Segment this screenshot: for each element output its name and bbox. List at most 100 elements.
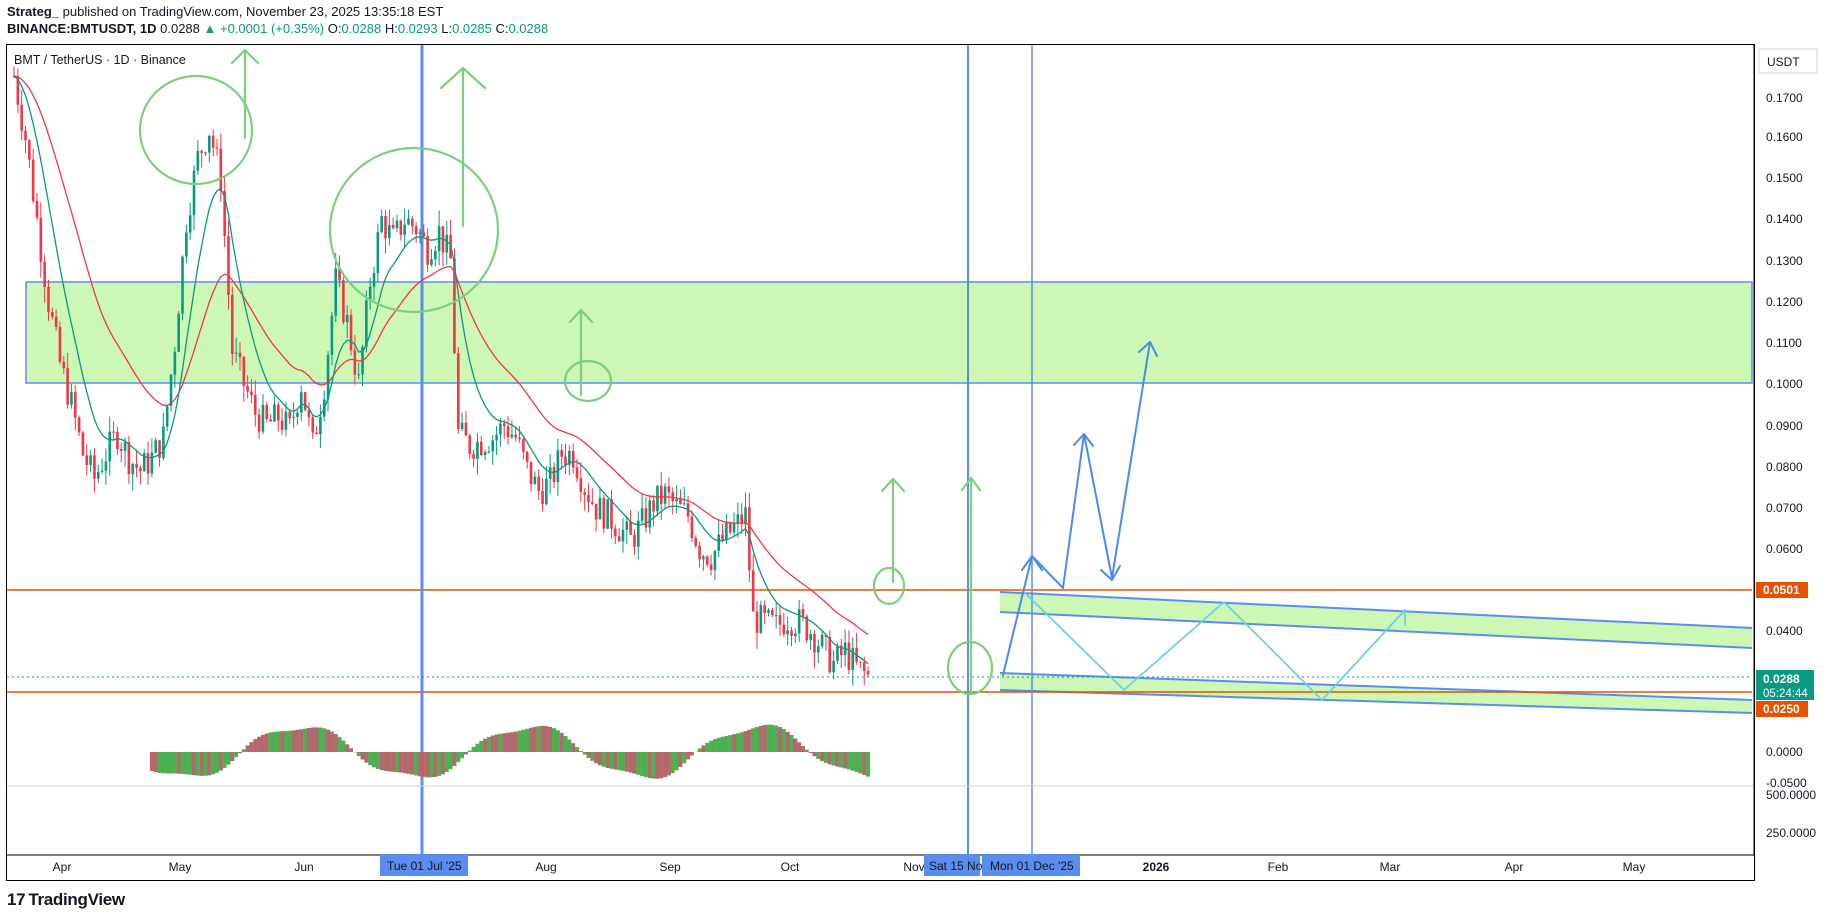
oscillator-bar bbox=[605, 752, 610, 768]
badge-lower-text: 0.0250 bbox=[1763, 702, 1800, 716]
candle-body bbox=[303, 392, 307, 411]
candle-body bbox=[682, 503, 686, 505]
candle-body bbox=[847, 642, 851, 670]
oscillator-bar bbox=[509, 732, 514, 752]
badge-lower bbox=[1756, 701, 1808, 717]
candle-body bbox=[541, 490, 544, 505]
candle-body bbox=[652, 500, 655, 512]
annotations bbox=[138, 48, 994, 696]
oscillator-bar bbox=[843, 752, 848, 769]
candle-body bbox=[579, 478, 583, 493]
time-tick-label: Sep bbox=[659, 860, 681, 874]
candle-body bbox=[571, 450, 575, 468]
candle-body bbox=[502, 423, 506, 427]
oscillator-bar bbox=[743, 731, 748, 752]
oscillator-bar bbox=[582, 752, 587, 755]
badge-countdown-text: 05:24:44 bbox=[1763, 688, 1808, 700]
candle-body bbox=[315, 432, 318, 435]
tradingview-logo[interactable]: 17 TradingView bbox=[7, 890, 125, 910]
candle-body bbox=[476, 441, 479, 459]
candle-body bbox=[717, 534, 721, 551]
highlight-circle bbox=[138, 74, 254, 186]
candle-body bbox=[257, 414, 261, 432]
projection-arrowhead bbox=[1138, 341, 1158, 357]
oscillator-bar bbox=[781, 729, 786, 752]
time-highlight-dec bbox=[982, 854, 1080, 876]
candle-body bbox=[702, 556, 705, 560]
oscillator-bar bbox=[793, 738, 798, 752]
projection-zigzag-light bbox=[1023, 591, 1406, 701]
oscillator-bar bbox=[460, 752, 465, 759]
candle-body bbox=[460, 422, 464, 430]
candle-body bbox=[112, 431, 115, 433]
candle-body bbox=[545, 478, 548, 505]
candle-body bbox=[820, 634, 824, 647]
candle-body bbox=[625, 521, 629, 530]
up-arrow bbox=[960, 476, 982, 694]
oscillator-bar bbox=[230, 752, 235, 762]
oscillator-bar bbox=[467, 750, 472, 752]
candle-body bbox=[675, 499, 678, 502]
oscillator-bar bbox=[578, 750, 583, 752]
candle-body bbox=[192, 170, 196, 216]
candle-body bbox=[740, 514, 743, 525]
candle-body bbox=[165, 406, 169, 427]
candle-body bbox=[487, 451, 491, 453]
oscillator-bar bbox=[356, 752, 361, 757]
candle-body bbox=[119, 448, 123, 451]
oscillator-bar bbox=[866, 752, 871, 777]
candle-body bbox=[817, 646, 820, 653]
candle-body bbox=[353, 350, 357, 375]
candle-body bbox=[414, 226, 418, 235]
candle-body bbox=[709, 564, 713, 570]
oscillator-bar bbox=[425, 752, 430, 778]
publish-info: Strateg_ published on TradingView.com, N… bbox=[7, 4, 443, 20]
candle-body bbox=[81, 432, 85, 456]
oscillator-bar bbox=[555, 730, 560, 752]
oscillator-bar bbox=[276, 731, 281, 752]
oscillator-bar bbox=[682, 752, 687, 764]
candle-body bbox=[495, 434, 498, 441]
time-highlight-nov bbox=[924, 854, 980, 876]
time-tick-label: Feb bbox=[1268, 860, 1289, 874]
oscillator-bar bbox=[766, 724, 771, 752]
candle-body bbox=[372, 273, 376, 287]
high-label: H: bbox=[384, 21, 398, 36]
close-value: 0.0288 bbox=[508, 21, 549, 36]
candle-body bbox=[560, 450, 563, 457]
oscillator-bar bbox=[149, 752, 154, 771]
candle-body bbox=[453, 258, 456, 354]
oscillator-bar bbox=[494, 734, 499, 752]
candle-body bbox=[602, 497, 606, 529]
candle-body bbox=[280, 420, 284, 430]
candle-body bbox=[31, 159, 35, 201]
price-tick-label: 0.1600 bbox=[1766, 130, 1803, 144]
candle-body bbox=[617, 536, 621, 542]
oscillator-bar bbox=[169, 752, 174, 774]
price-badges: 0.0501 0.0288 05:24:44 0.0250 bbox=[1756, 582, 1814, 717]
oscillator-bar bbox=[483, 738, 488, 752]
candle-body bbox=[445, 234, 449, 253]
oscillator-bar bbox=[559, 732, 564, 752]
currency-box[interactable] bbox=[1758, 48, 1818, 74]
price-scale[interactable]: 0.1700 0.1600 0.1500 0.1400 0.1300 0.1200 0.11… bbox=[1766, 91, 1816, 840]
oscillator-bar bbox=[498, 733, 503, 752]
oscillator-bar bbox=[827, 752, 832, 765]
published-text: published on TradingView.com, November 2… bbox=[62, 4, 444, 19]
candle-body bbox=[464, 422, 468, 436]
candle-body bbox=[89, 455, 92, 465]
oscillator-bar bbox=[532, 726, 537, 752]
candle-body bbox=[468, 435, 472, 455]
candle-body bbox=[246, 385, 249, 392]
oscillator-bar bbox=[444, 752, 449, 772]
candle-body bbox=[797, 609, 801, 634]
oscillator-bar bbox=[613, 752, 618, 770]
oscillator-bar bbox=[364, 752, 369, 763]
oscillator-bar bbox=[260, 734, 265, 752]
oscillator-bar bbox=[264, 733, 269, 752]
highlight-circle bbox=[872, 566, 906, 606]
candle-body bbox=[238, 352, 242, 357]
time-scale[interactable]: Apr May Jun Aug Sep Oct Nov 2026 Feb Mar Apr May bbox=[53, 860, 1646, 874]
time-tick-label: Nov bbox=[903, 860, 924, 874]
